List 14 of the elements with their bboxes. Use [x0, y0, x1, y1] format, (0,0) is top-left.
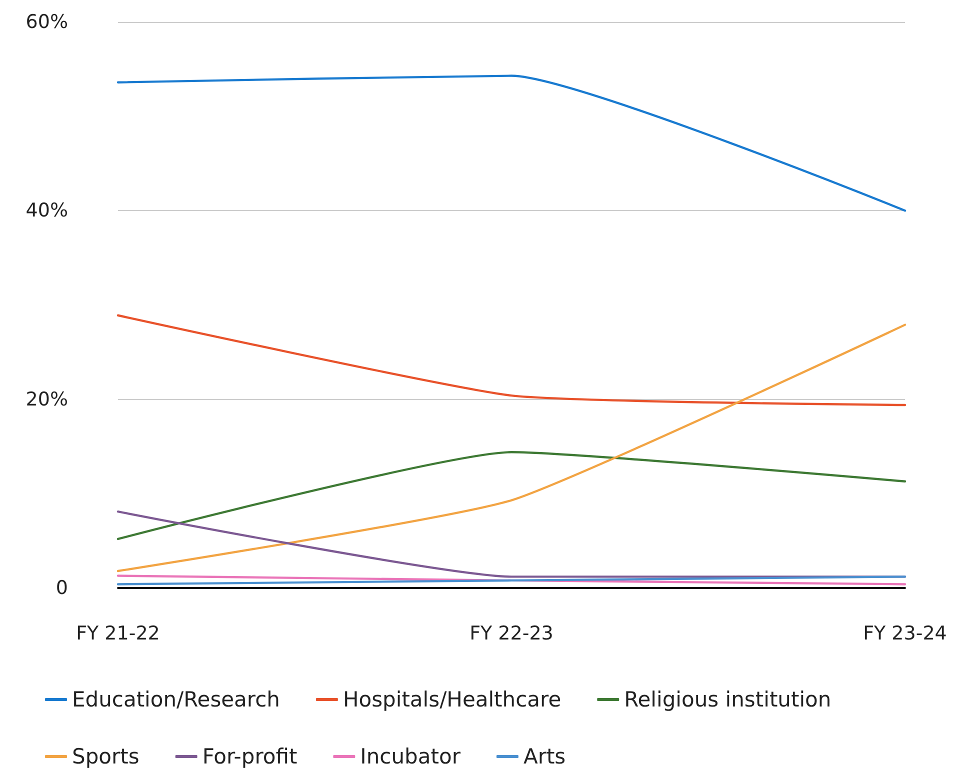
x-tick-label: FY 23-24 — [863, 622, 947, 644]
legend-label: Incubator — [360, 744, 461, 768]
legend-label: Sports — [72, 744, 140, 768]
legend-label: Religious institution — [624, 688, 832, 712]
x-tick-label: FY 21-22 — [76, 622, 160, 644]
y-tick-label: 60% — [26, 11, 68, 33]
y-tick-label: 20% — [26, 388, 68, 410]
y-tick-label: 40% — [26, 200, 68, 222]
legend-label: Hospitals/Healthcare — [342, 688, 562, 712]
legend-label: For-profit — [202, 744, 298, 768]
legend-label: Education/Research — [72, 688, 280, 712]
legend-label: Arts — [523, 744, 566, 768]
y-tick-label: 0 — [56, 577, 68, 599]
x-tick-label: FY 22-23 — [470, 622, 554, 644]
